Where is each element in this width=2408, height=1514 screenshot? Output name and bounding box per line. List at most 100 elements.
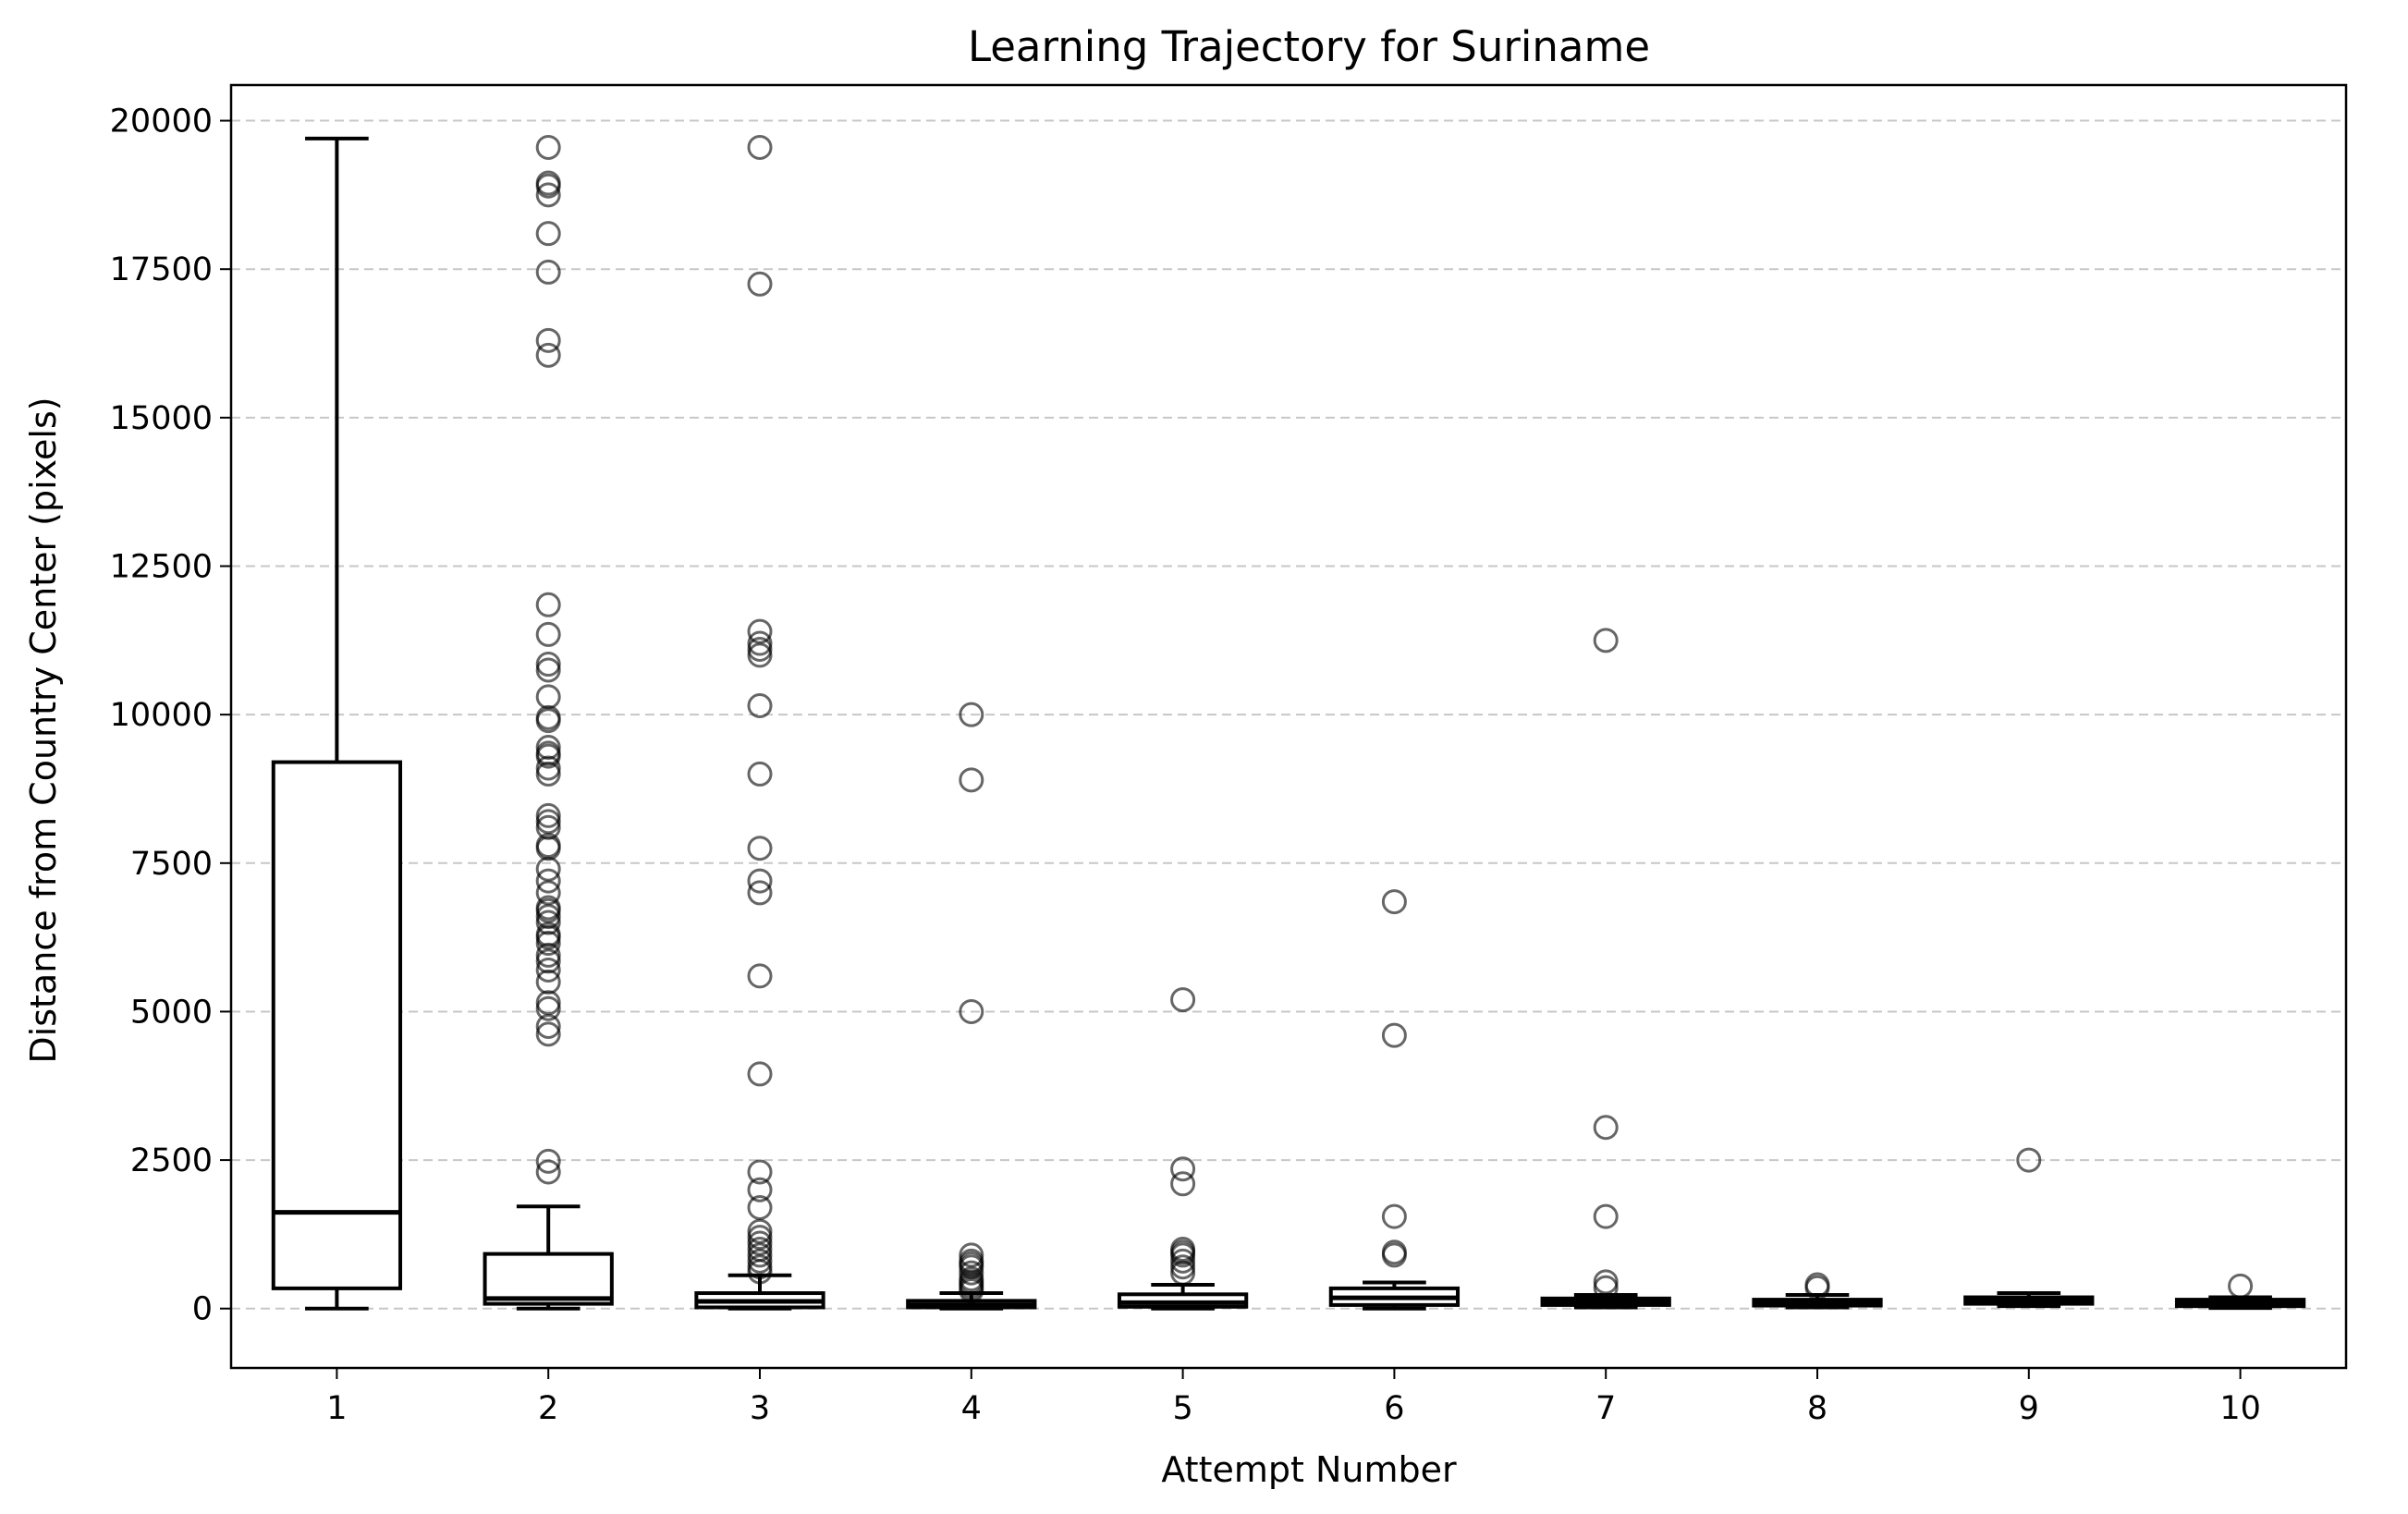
x-tick-label: 10 xyxy=(2219,1390,2261,1427)
outlier-point xyxy=(535,134,561,160)
outlier-point xyxy=(535,342,561,368)
y-tick-label: 7500 xyxy=(130,846,213,883)
outlier-point xyxy=(1381,889,1407,915)
outlier-point xyxy=(535,259,561,285)
outlier-point xyxy=(747,1230,773,1256)
outlier-point xyxy=(535,880,561,906)
outlier-point xyxy=(747,761,773,787)
box-plot-6 xyxy=(1328,1280,1461,1311)
outlier-point xyxy=(535,910,561,935)
x-tick-label: 9 xyxy=(2019,1390,2039,1427)
outlier-point xyxy=(747,1177,773,1203)
outlier-point xyxy=(535,657,561,683)
outlier-point xyxy=(535,621,561,647)
outlier-point xyxy=(1170,1236,1196,1262)
outlier-point xyxy=(2016,1147,2042,1173)
outlier-point xyxy=(747,693,773,719)
outlier-point xyxy=(1593,628,1619,653)
box-plot-7 xyxy=(1540,1292,1671,1310)
x-tick-label: 2 xyxy=(538,1390,558,1427)
outlier-point xyxy=(1170,1171,1196,1197)
outlier-point xyxy=(535,1148,561,1174)
outlier-point xyxy=(535,922,561,947)
y-axis-ticks: 0 2500 5000 7500 10000 12500 15000 17500 20000 xyxy=(110,104,231,1328)
x-tick-label: 1 xyxy=(326,1390,347,1427)
outlier-point xyxy=(535,734,561,760)
outlier-point xyxy=(747,1159,773,1185)
x-tick-label: 3 xyxy=(750,1390,770,1427)
box-plot-3 xyxy=(694,1273,825,1311)
outlier-point xyxy=(535,684,561,710)
box-plot-9 xyxy=(1963,1291,2095,1309)
outlier-point xyxy=(535,652,561,678)
box-plot-10 xyxy=(2174,1295,2306,1311)
x-tick-label: 7 xyxy=(1595,1390,1616,1427)
outlier-point xyxy=(747,1254,773,1280)
outlier-points xyxy=(535,134,2254,1303)
x-axis-ticks: 1 2 3 4 5 6 7 8 9 10 xyxy=(326,1368,2261,1427)
y-tick-label: 17500 xyxy=(110,251,213,288)
outlier-point xyxy=(1170,1254,1196,1280)
outlier-point xyxy=(747,630,773,656)
outlier-point xyxy=(747,1248,773,1274)
outlier-point xyxy=(535,868,561,894)
outlier-point xyxy=(2228,1273,2254,1299)
outlier-point xyxy=(959,1266,984,1292)
outlier-point xyxy=(535,761,561,787)
outlier-point xyxy=(747,1236,773,1262)
outlier-point xyxy=(535,802,561,828)
outlier-point xyxy=(1381,1203,1407,1229)
outlier-point xyxy=(747,880,773,906)
outlier-point xyxy=(1170,1260,1196,1286)
outlier-point xyxy=(535,1021,561,1047)
outlier-point xyxy=(1381,1239,1407,1265)
box-plot-2 xyxy=(483,1204,614,1311)
outlier-point xyxy=(535,957,561,983)
y-tick-label: 0 xyxy=(192,1291,213,1328)
outlier-point xyxy=(747,1061,773,1087)
y-tick-label: 5000 xyxy=(130,994,213,1031)
y-tick-label: 12500 xyxy=(110,549,213,586)
box-plots xyxy=(271,136,2306,1311)
outlier-point xyxy=(535,755,561,781)
outlier-point xyxy=(747,1218,773,1244)
outlier-point xyxy=(535,990,561,1016)
x-tick-label: 4 xyxy=(961,1390,982,1427)
grid-lines xyxy=(231,119,2346,1310)
outlier-point xyxy=(535,942,561,968)
outlier-point xyxy=(535,170,561,196)
outlier-point xyxy=(747,134,773,160)
outlier-point xyxy=(535,1014,561,1040)
plot-frame xyxy=(229,83,2348,1370)
chart-title: Learning Trajectory for Suriname xyxy=(968,22,1650,71)
outlier-point xyxy=(535,592,561,617)
box xyxy=(271,760,403,1290)
outlier-point xyxy=(1593,1115,1619,1141)
outlier-point xyxy=(747,636,773,662)
outlier-point xyxy=(535,1159,561,1185)
outlier-point xyxy=(959,1260,984,1286)
outlier-point xyxy=(1593,1203,1619,1229)
outlier-point xyxy=(535,809,561,835)
outlier-point xyxy=(1593,1269,1619,1295)
y-tick-label: 15000 xyxy=(110,400,213,437)
outlier-point xyxy=(1170,1248,1196,1274)
x-tick-label: 5 xyxy=(1172,1390,1192,1427)
outlier-point xyxy=(535,182,561,208)
outlier-point xyxy=(747,1242,773,1268)
outlier-point xyxy=(1170,987,1196,1013)
y-tick-label: 10000 xyxy=(110,697,213,734)
outlier-point xyxy=(1593,1275,1619,1300)
y-tick-label: 20000 xyxy=(110,104,213,140)
outlier-point xyxy=(535,221,561,247)
outlier-point xyxy=(535,704,561,730)
outlier-point xyxy=(959,1242,984,1268)
x-axis-label: Attempt Number xyxy=(1161,1449,1457,1490)
outlier-point xyxy=(1804,1272,1830,1298)
outlier-point xyxy=(747,836,773,861)
outlier-point xyxy=(747,868,773,894)
outlier-point xyxy=(959,767,984,793)
x-tick-label: 6 xyxy=(1384,1390,1404,1427)
outlier-point xyxy=(959,702,984,727)
